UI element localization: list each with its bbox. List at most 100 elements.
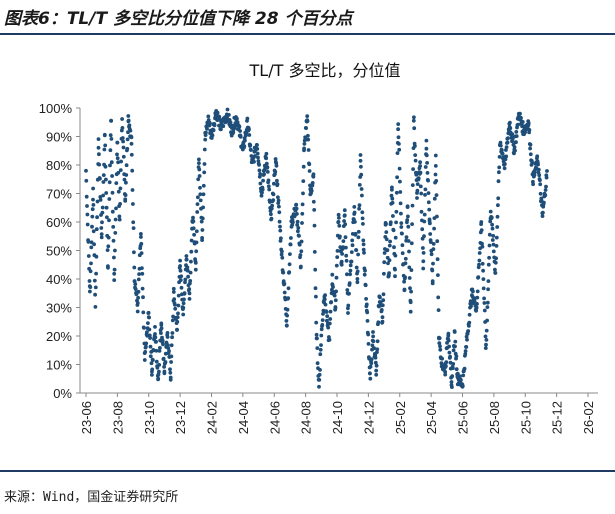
data-point (355, 277, 360, 281)
data-point (459, 378, 463, 382)
data-point (418, 170, 423, 175)
data-point (104, 205, 109, 210)
data-point (238, 129, 243, 133)
data-point (430, 281, 435, 286)
data-point (113, 231, 118, 235)
data-point (95, 199, 100, 204)
data-point (477, 251, 482, 255)
data-point (210, 133, 215, 138)
title-divider (0, 33, 615, 35)
data-point (490, 222, 494, 227)
data-point (168, 370, 173, 375)
data-point (139, 232, 143, 236)
data-point (415, 188, 420, 193)
data-point (109, 160, 114, 165)
data-point (334, 289, 338, 294)
data-point (288, 252, 292, 256)
data-point (265, 165, 270, 169)
x-tick-label: 24-06 (267, 401, 282, 434)
y-tick-label: 0% (53, 386, 72, 401)
data-point (202, 162, 207, 166)
data-point (531, 182, 535, 187)
data-point (101, 173, 106, 177)
data-point (188, 279, 193, 283)
data-point (176, 311, 180, 316)
data-point (314, 294, 318, 299)
data-point (494, 235, 499, 240)
data-point (299, 264, 303, 269)
data-point (345, 288, 350, 292)
data-point (387, 258, 392, 263)
data-point (486, 287, 490, 292)
data-point (178, 264, 183, 268)
data-point (143, 350, 148, 354)
data-point (266, 184, 271, 189)
data-point (260, 190, 264, 195)
data-point (286, 296, 291, 301)
data-point (465, 337, 469, 342)
data-point (257, 168, 262, 173)
data-point (275, 178, 279, 183)
data-point (480, 241, 484, 246)
data-point (463, 349, 468, 353)
data-point (380, 303, 385, 308)
data-point (132, 279, 137, 284)
data-point (484, 342, 488, 347)
data-point (157, 363, 162, 367)
data-point (543, 193, 548, 198)
data-point (481, 268, 485, 273)
data-point (108, 163, 112, 168)
data-point (153, 325, 157, 329)
data-point (191, 219, 196, 224)
data-point (302, 142, 307, 146)
data-point (146, 321, 150, 325)
data-point (257, 174, 262, 179)
data-point (418, 160, 422, 165)
data-point (333, 298, 338, 303)
data-point (110, 174, 114, 178)
data-point (369, 357, 374, 362)
data-point (169, 354, 174, 359)
data-point (495, 225, 500, 229)
data-point (108, 148, 113, 153)
data-point (212, 123, 217, 128)
data-point (166, 343, 170, 347)
data-point (120, 126, 125, 130)
data-point (147, 315, 152, 320)
data-point (357, 206, 361, 211)
data-point (284, 319, 289, 323)
data-point (429, 240, 433, 245)
data-point (491, 249, 496, 254)
data-point (378, 295, 382, 300)
data-point (131, 202, 135, 206)
x-tick-label: 24-08 (299, 401, 314, 434)
data-point (183, 277, 188, 282)
data-point (426, 200, 431, 205)
data-point (117, 217, 122, 222)
data-point (176, 303, 181, 308)
data-point (413, 153, 418, 157)
data-point (261, 178, 265, 183)
data-point (256, 155, 260, 160)
data-point (374, 368, 379, 373)
data-point (155, 365, 160, 370)
data-point (270, 203, 274, 208)
data-point (264, 151, 269, 156)
data-point (191, 226, 196, 231)
data-point (352, 205, 357, 209)
data-point (333, 305, 338, 309)
data-point (206, 114, 211, 119)
data-point (318, 352, 323, 357)
data-point (280, 249, 284, 254)
data-point (320, 318, 325, 322)
data-point (495, 214, 500, 219)
data-point (393, 253, 398, 258)
y-tick-label: 20% (46, 329, 72, 344)
data-point (92, 242, 96, 247)
data-point (170, 318, 175, 323)
data-point (159, 323, 164, 327)
data-point (475, 302, 479, 306)
data-point (86, 254, 91, 258)
data-point (161, 356, 166, 361)
data-point (482, 296, 486, 301)
